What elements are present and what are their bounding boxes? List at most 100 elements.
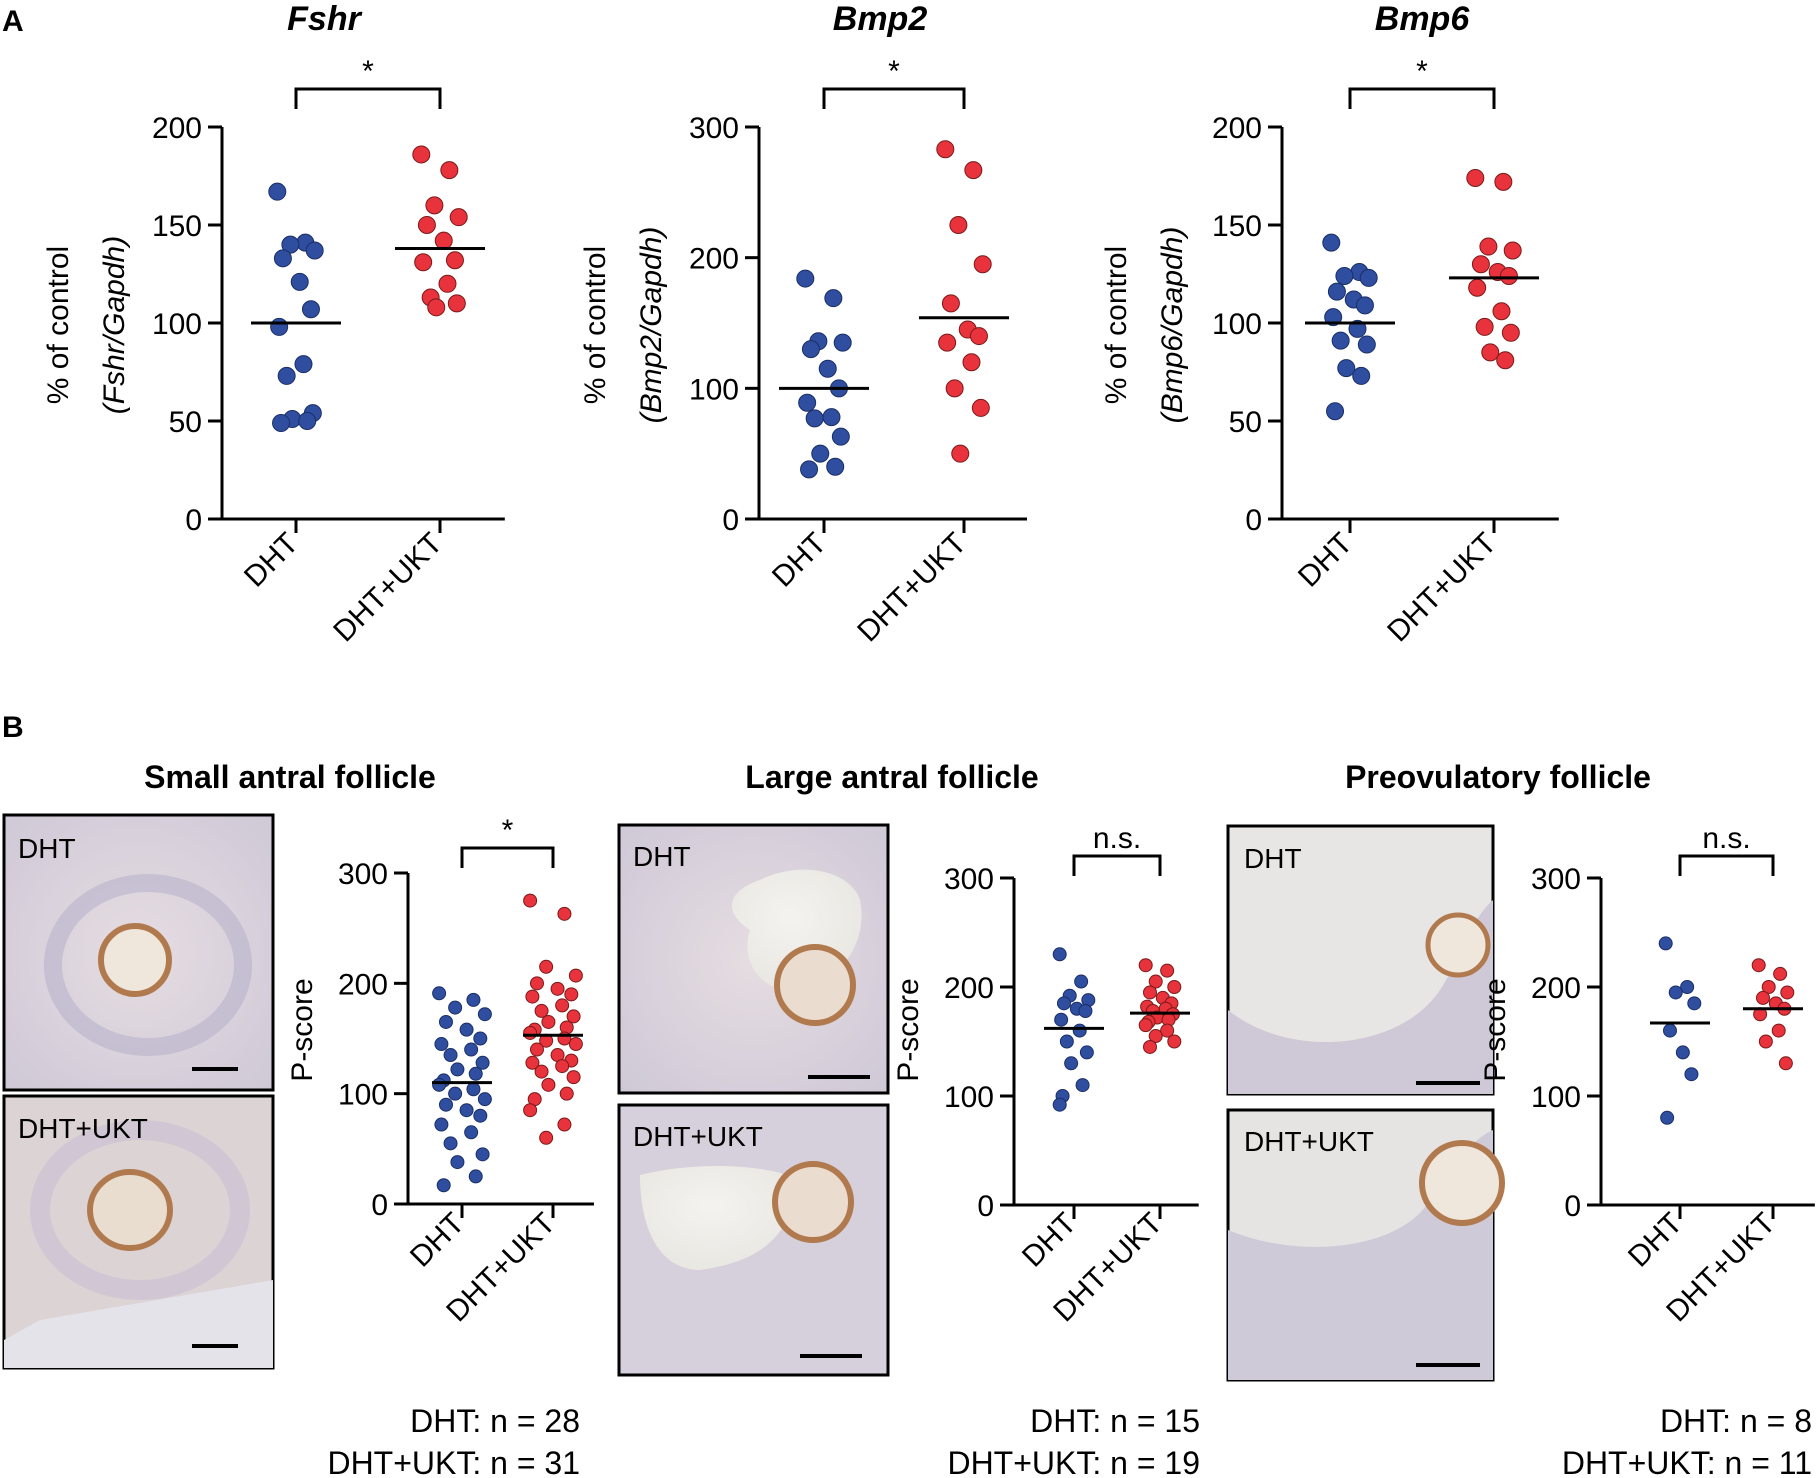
data-point — [1751, 958, 1766, 973]
micrograph-label: DHT — [1244, 843, 1302, 874]
data-point — [1348, 319, 1367, 338]
data-point — [448, 1086, 463, 1101]
data-point — [1355, 296, 1374, 315]
data-point — [273, 249, 292, 268]
data-point — [475, 1055, 490, 1070]
data-point — [811, 444, 830, 463]
data-point — [539, 1130, 554, 1145]
significance-bracket — [294, 87, 442, 109]
data-point — [936, 140, 955, 159]
n-label-large-dht: DHT: n = 15 — [1030, 1403, 1200, 1439]
data-point — [445, 251, 464, 270]
data-point — [277, 366, 296, 385]
significance-label: * — [888, 55, 900, 88]
data-point — [805, 409, 824, 428]
data-point — [541, 1014, 556, 1029]
data-point — [822, 408, 841, 427]
y-tick-label: 150 — [152, 210, 202, 243]
data-point — [1503, 241, 1522, 260]
data-point — [438, 1014, 453, 1029]
data-point — [305, 241, 324, 260]
micrograph-preov-dht: DHT — [1226, 824, 1495, 1096]
micrograph-preov-dht-ukt: DHT+UKT — [1226, 1108, 1505, 1382]
data-point — [1662, 1023, 1677, 1038]
data-point — [272, 413, 291, 432]
data-point — [450, 1155, 465, 1170]
data-point — [568, 968, 583, 983]
significance-label: * — [1416, 55, 1428, 88]
data-point — [1758, 1034, 1773, 1049]
data-point — [268, 182, 287, 201]
micrograph-large-dht: DHT — [617, 823, 890, 1095]
significance-label: n.s. — [1702, 822, 1750, 855]
micrograph-label: DHT — [18, 833, 76, 864]
data-point — [557, 1117, 572, 1132]
data-point — [1492, 302, 1511, 321]
panel-label-b: B — [2, 711, 24, 744]
data-point — [294, 355, 313, 374]
data-point — [1660, 1110, 1675, 1125]
data-point — [818, 359, 837, 378]
data-point — [414, 253, 433, 272]
y-axis-gene-label: (Bmp6/Gapdh) — [1156, 227, 1189, 424]
data-point — [525, 989, 540, 1004]
micrograph-label: DHT+UKT — [1244, 1126, 1374, 1157]
data-point — [425, 196, 444, 215]
chart-title: Bmp2 — [833, 0, 928, 38]
data-point — [945, 379, 964, 398]
data-point — [566, 1070, 581, 1085]
scale-bar — [192, 1344, 238, 1348]
data-point — [801, 340, 820, 359]
data-point — [831, 427, 850, 446]
data-point — [427, 298, 446, 317]
data-point — [438, 1097, 453, 1112]
y-tick-label: 0 — [185, 504, 202, 537]
y-axis-label: % of control — [42, 246, 75, 404]
data-point — [529, 1042, 544, 1057]
x-category-label: DHT — [238, 527, 305, 594]
data-point — [525, 1055, 540, 1070]
n-label-large-dht-ukt: DHT+UKT: n = 19 — [947, 1445, 1200, 1478]
n-label-small-dht: DHT: n = 28 — [410, 1403, 580, 1439]
significance-label: * — [362, 55, 374, 88]
data-point — [443, 1136, 458, 1151]
y-tick-label: 200 — [1531, 972, 1581, 1005]
y-tick-label: 100 — [689, 373, 739, 406]
data-point — [555, 1059, 570, 1074]
data-point — [550, 981, 565, 996]
data-point — [432, 986, 447, 1001]
data-point — [1687, 996, 1702, 1011]
chart-title: Fshr — [287, 0, 362, 38]
y-tick-label: 50 — [1229, 406, 1262, 439]
data-point — [1337, 359, 1356, 378]
y-axis-label: P-score — [1479, 978, 1512, 1081]
data-point — [464, 1042, 479, 1057]
data-point — [1357, 335, 1376, 354]
significance-bracket — [460, 846, 555, 868]
data-point — [559, 1086, 574, 1101]
title-preovulatory: Preovulatory follicle — [1345, 759, 1651, 795]
data-point — [1054, 1012, 1069, 1027]
y-tick-label: 200 — [338, 968, 388, 1001]
data-point — [1466, 168, 1485, 187]
data-point — [301, 300, 320, 319]
y-tick-label: 300 — [689, 112, 739, 145]
significance-label: n.s. — [1093, 822, 1141, 855]
data-point — [1352, 366, 1371, 385]
data-point — [1479, 237, 1498, 256]
data-point — [1668, 985, 1683, 1000]
y-tick-label: 0 — [1564, 1190, 1581, 1223]
data-point — [941, 294, 960, 313]
data-point — [432, 1077, 447, 1092]
title-small-antral: Small antral follicle — [144, 759, 436, 795]
y-axis-label: P-score — [892, 978, 925, 1081]
scale-bar — [1416, 1363, 1480, 1367]
y-axis-gene-label: (Fshr/Gapdh) — [98, 236, 131, 414]
y-tick-label: 50 — [169, 406, 202, 439]
micrograph-large-dht-ukt: DHT+UKT — [617, 1103, 890, 1377]
y-tick-label: 0 — [977, 1190, 994, 1223]
data-point — [971, 398, 990, 417]
